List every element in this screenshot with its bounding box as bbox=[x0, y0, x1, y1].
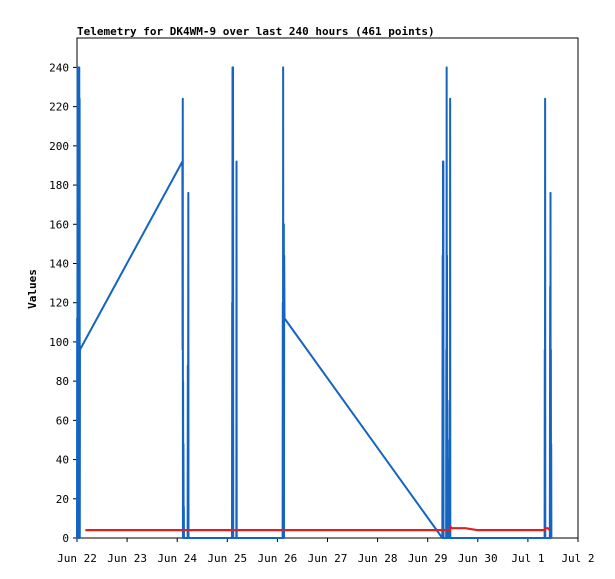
x-tick-label: Jul 1 bbox=[511, 552, 544, 565]
y-tick-label: 120 bbox=[49, 297, 69, 310]
y-tick-label: 140 bbox=[49, 257, 69, 270]
x-tick-label: Jun 24 bbox=[157, 552, 197, 565]
x-tick-label: Jun 27 bbox=[308, 552, 348, 565]
series-line-2 bbox=[85, 525, 551, 532]
x-tick-label: Jun 30 bbox=[458, 552, 498, 565]
plot-area bbox=[76, 37, 579, 539]
x-axis: Jun 22 Jun 23 Jun 24 Jun 25 Jun 26 Jun 27 Jun … bbox=[57, 538, 595, 565]
y-tick-label: 220 bbox=[49, 101, 69, 114]
y-tick-label: 40 bbox=[56, 454, 69, 467]
series-line-1 bbox=[76, 66, 553, 539]
x-tick-label: Jun 26 bbox=[258, 552, 298, 565]
x-tick-label: Jun 25 bbox=[207, 552, 247, 565]
y-tick-label: 20 bbox=[56, 493, 69, 506]
y-tick-label: 0 bbox=[62, 532, 69, 545]
y-tick-label: 200 bbox=[49, 140, 69, 153]
x-tick-label: Jun 22 bbox=[57, 552, 97, 565]
y-axis-label: Values bbox=[26, 269, 39, 309]
x-tick-label: Jun 29 bbox=[408, 552, 448, 565]
x-tick-label: Jun 23 bbox=[107, 552, 147, 565]
x-tick-label: Jul 2 bbox=[561, 552, 594, 565]
y-tick-label: 60 bbox=[56, 414, 69, 427]
y-tick-label: 180 bbox=[49, 179, 69, 192]
chart-title: Telemetry for DK4WM-9 over last 240 hour… bbox=[77, 25, 435, 38]
y-axis: 0 20 40 60 80 100 120 140 160 180 200 220 240 bbox=[49, 61, 77, 545]
x-tick-label: Jun 28 bbox=[358, 552, 398, 565]
y-tick-label: 160 bbox=[49, 218, 69, 231]
y-tick-label: 80 bbox=[56, 375, 69, 388]
y-tick-label: 100 bbox=[49, 336, 69, 349]
series-layer bbox=[76, 66, 553, 539]
y-tick-label: 240 bbox=[49, 61, 69, 74]
